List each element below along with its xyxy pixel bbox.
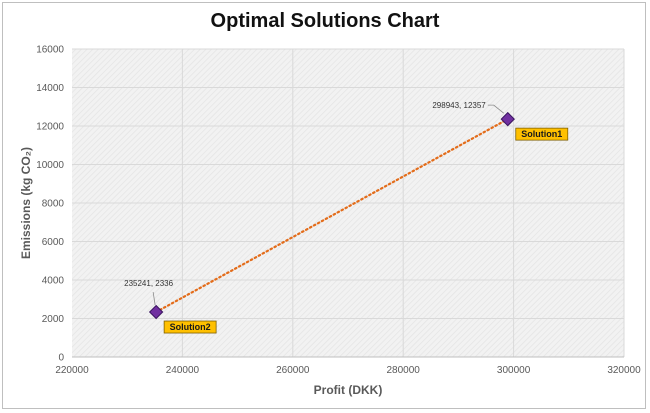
y-tick-label: 14000	[36, 83, 64, 94]
x-axis-label: Profit (DKK)	[314, 383, 383, 397]
chart-title: Optimal Solutions Chart	[210, 10, 440, 32]
series: 298943, 12357 Solution1 235241, 2336 Soluti…	[124, 101, 569, 334]
data-label-solution1: 298943, 12357	[432, 101, 486, 110]
point-solution2	[148, 304, 164, 320]
y-tick-label: 6000	[42, 237, 65, 248]
y-tick-label: 10000	[36, 160, 64, 171]
x-tick-label: 300000	[497, 365, 531, 376]
tag-solution2	[163, 320, 217, 334]
y-tick-label: 0	[58, 353, 64, 364]
y-tick-label: 4000	[42, 276, 65, 287]
leader-line	[487, 104, 505, 114]
x-tick-label: 320000	[607, 365, 641, 376]
x-tick-label: 240000	[166, 365, 200, 376]
x-tick-label: 260000	[276, 365, 310, 376]
tag-label-solution2: Solution2	[170, 322, 211, 332]
x-axis-ticks: 220000 240000 260000 280000 300000 320000	[55, 365, 641, 376]
trendline	[155, 118, 509, 314]
y-axis-label: Emissions (kg CO₂)	[19, 147, 33, 259]
y-tick-label: 16000	[36, 45, 64, 56]
leader-line	[152, 291, 156, 306]
y-tick-label: 12000	[36, 122, 64, 133]
gridlines	[72, 48, 625, 357]
x-tick-label: 220000	[55, 365, 89, 376]
y-tick-label: 8000	[42, 199, 65, 210]
y-axis-ticks: 0 2000 4000 6000 8000 10000 12000 14000 16000	[36, 45, 64, 364]
tag-solution1	[515, 127, 569, 141]
point-solution1	[500, 111, 515, 127]
x-tick-label: 280000	[387, 365, 421, 376]
y-tick-label: 2000	[42, 314, 65, 325]
tag-label-solution1: Solution1	[521, 129, 562, 139]
data-label-solution2: 235241, 2336	[124, 279, 173, 288]
